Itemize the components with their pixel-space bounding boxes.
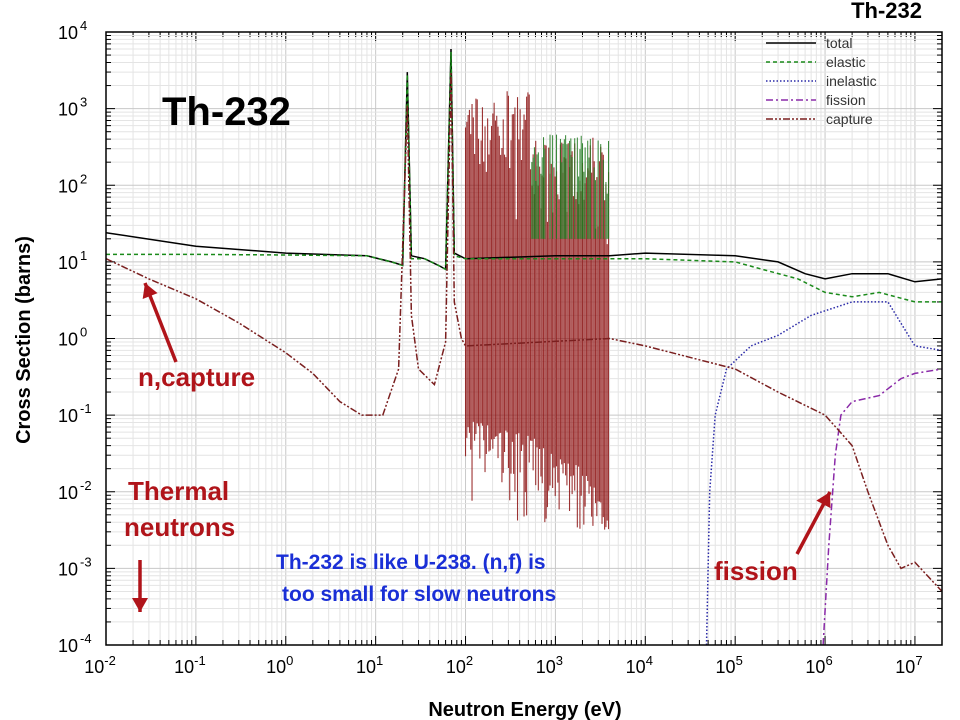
y-tick-exponent: 4 (80, 18, 87, 33)
y-tick-label: 10 (58, 23, 78, 43)
x-tick-label: 101 (356, 653, 383, 677)
x-tick-label: 105 (716, 653, 743, 677)
legend-label-inelastic: inelastic (826, 73, 877, 89)
legend-label-total: total (826, 35, 852, 51)
legend-label-elastic: elastic (826, 54, 866, 70)
y-tick-label: 10 (58, 406, 78, 426)
capture-arrow-head (142, 283, 158, 299)
capture-annotation: n,capture (138, 362, 256, 392)
y-tick-label: 10 (58, 100, 78, 120)
plot-frame (105, 31, 943, 646)
fission-arrow-head (816, 492, 831, 509)
y-tick-exponent: 2 (80, 171, 87, 186)
series-line-inelastic (705, 301, 942, 645)
y-tick-exponent: 3 (80, 95, 87, 110)
x-tick-label: 107 (895, 653, 922, 677)
x-tick-label: 10-1 (174, 653, 206, 677)
y-tick-label: 10 (58, 176, 78, 196)
x-tick-label: 100 (266, 653, 293, 677)
thermal-arrow-head (132, 598, 148, 612)
legend-label-fission: fission (826, 92, 866, 108)
y-tick-label: 10 (58, 330, 78, 350)
y-tick-exponent: -1 (80, 401, 92, 416)
y-tick-exponent: 1 (80, 248, 87, 263)
legend-label-capture: capture (826, 111, 873, 127)
thermal-annotation-line2: neutrons (124, 512, 236, 542)
y-tick-exponent: -4 (80, 631, 92, 646)
series-line-elastic (106, 51, 942, 303)
capture-arrow (143, 282, 178, 363)
series-lines (106, 48, 942, 645)
y-tick-label: 10 (58, 483, 78, 503)
corner-title: Th-232 (851, 0, 922, 23)
thermal-annotation-line1: Thermal (128, 476, 230, 506)
y-tick-label: 10 (58, 253, 78, 273)
x-tick-label: 10-2 (84, 653, 116, 677)
y-tick-label: 10 (58, 636, 78, 656)
x-tick-label: 104 (626, 653, 653, 677)
y-tick-exponent: -2 (80, 478, 92, 493)
x-tick-label: 102 (446, 653, 473, 677)
y-tick-exponent: 0 (80, 325, 87, 340)
note-line1: Th-232 is like U-238. (n,f) is (276, 551, 546, 574)
x-tick-label: 103 (536, 653, 563, 677)
series-line-capture (106, 72, 942, 592)
x-axis-label: Neutron Energy (eV) (428, 699, 621, 720)
y-tick-exponent: -3 (80, 554, 92, 569)
note-line2: too small for slow neutrons (282, 583, 557, 606)
big-title: Th-232 (162, 90, 291, 134)
x-tick-label: 106 (805, 653, 832, 677)
legend: total elastic inelastic fission capture (766, 35, 877, 127)
annotation-arrows (132, 282, 832, 612)
y-tick-label: 10 (58, 559, 78, 579)
y-axis-label: Cross Section (barns) (13, 236, 35, 444)
fission-annotation: fission (714, 556, 798, 586)
